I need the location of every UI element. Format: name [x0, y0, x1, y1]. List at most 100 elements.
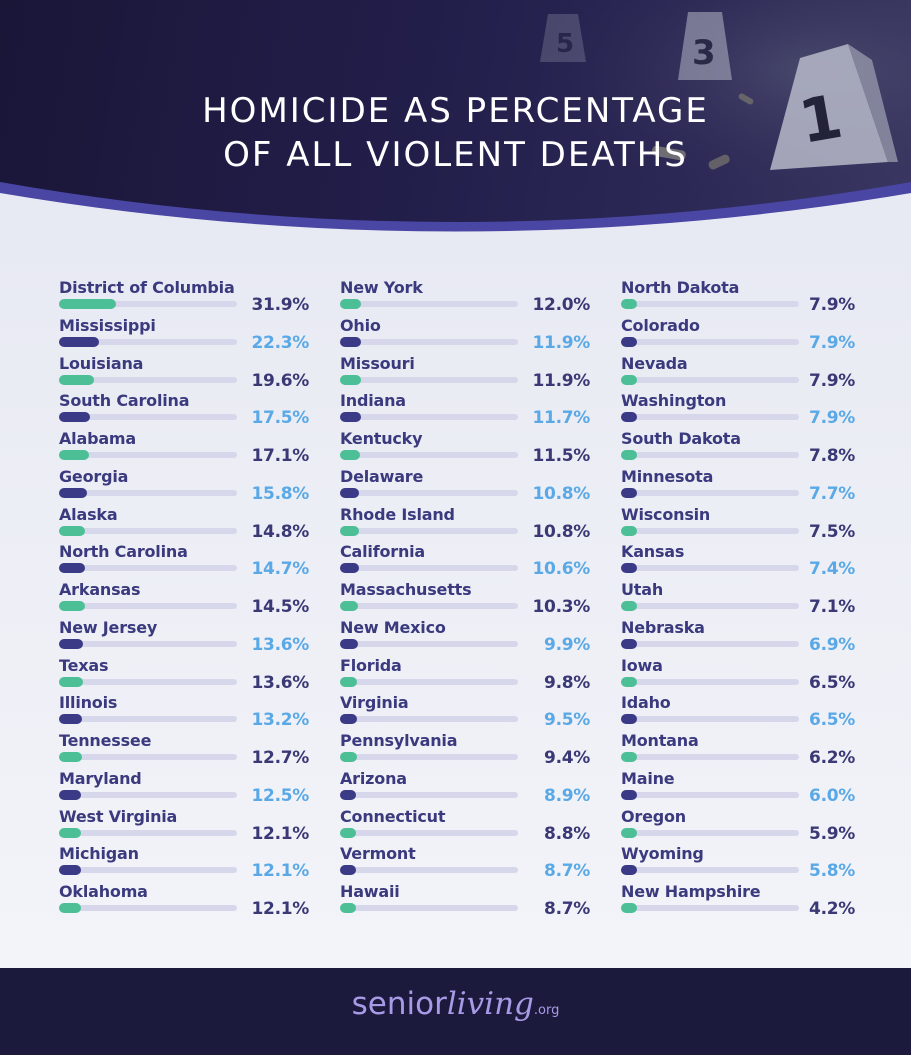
data-label: 9.9%: [544, 634, 590, 655]
bar-row: Rhode Island 10.8%: [340, 505, 590, 543]
bar-track: [621, 678, 799, 685]
bar-track: [621, 376, 799, 383]
bar: [340, 412, 361, 423]
data-label: 17.5%: [251, 408, 310, 429]
bar-track: [59, 414, 237, 421]
bar-row: Arizona 8.9%: [340, 769, 590, 807]
category-label: Vermont: [340, 844, 416, 864]
evidence-marker-3-icon: 3: [678, 12, 732, 80]
bar: [621, 789, 637, 800]
data-label: 8.9%: [544, 785, 590, 806]
bar-row: Wisconsin 7.5%: [621, 505, 855, 543]
category-label: South Dakota: [621, 429, 741, 448]
category-label: Minnesota: [621, 466, 714, 486]
data-label: 31.9%: [251, 295, 310, 315]
bar-row: Delaware 10.8%: [340, 467, 590, 505]
bar: [621, 487, 637, 498]
category-label: Washington: [621, 391, 727, 411]
data-label: 19.6%: [251, 370, 310, 391]
data-label: 11.9%: [532, 370, 591, 391]
bar-track: [340, 414, 518, 421]
bar-row: Washington 7.9%: [621, 391, 855, 429]
bar: [59, 638, 84, 649]
category-label: New Mexico: [340, 617, 446, 637]
bar-track: [59, 754, 237, 760]
category-label: North Carolina: [59, 542, 188, 562]
category-label: Pennsylvania: [340, 731, 458, 750]
bar: [621, 412, 637, 423]
bar-track: [59, 716, 237, 723]
bar-track: [340, 829, 518, 836]
bar-track: [59, 678, 237, 685]
bar-track: [59, 565, 237, 572]
category-label: Georgia: [59, 466, 129, 486]
category-label: Oklahoma: [59, 882, 148, 901]
bar-row: Alabama 17.1%: [59, 429, 309, 467]
category-label: Idaho: [621, 693, 671, 713]
bar: [621, 676, 637, 687]
data-label: 6.9%: [809, 634, 855, 655]
bar-track: [59, 829, 237, 836]
bar-track: [621, 905, 799, 911]
bar-row: Connecticut 8.8%: [340, 807, 590, 845]
bar-track: [59, 640, 237, 647]
bar-row: Georgia 15.8%: [59, 467, 309, 505]
bar-row: Nebraska 6.9%: [621, 618, 855, 656]
data-label: 8.7%: [544, 899, 590, 919]
data-label: 7.9%: [809, 332, 855, 353]
bar: [340, 563, 359, 574]
bar-row: South Carolina 17.5%: [59, 391, 309, 429]
bar: [340, 374, 362, 385]
bar-row: Tennessee 12.7%: [59, 731, 309, 769]
bar-track: [621, 565, 799, 572]
bar: [59, 676, 84, 687]
data-label: 7.9%: [809, 370, 855, 391]
bar-track: [340, 603, 518, 609]
bar-track: [59, 452, 237, 458]
data-label: 12.5%: [251, 785, 310, 806]
category-label: Michigan: [59, 844, 139, 864]
category-label: Alabama: [59, 429, 136, 448]
data-label: 12.1%: [251, 861, 310, 882]
category-label: Wisconsin: [621, 504, 711, 524]
bar-row: Colorado 7.9%: [621, 316, 855, 354]
bar-row: New Hampshire 4.2%: [621, 882, 855, 920]
bar-track: [59, 489, 237, 496]
bar-row: Wyoming 5.8%: [621, 844, 855, 882]
bar: [340, 525, 360, 536]
category-label: North Dakota: [621, 278, 740, 297]
bar-row: Louisiana 19.6%: [59, 354, 309, 392]
bar-track: [621, 640, 799, 647]
category-label: Montana: [621, 731, 699, 750]
bar-row: Idaho 6.5%: [621, 693, 855, 731]
bar: [340, 487, 360, 498]
bar: [621, 865, 637, 876]
data-label: 7.8%: [809, 446, 855, 466]
category-label: California: [340, 542, 426, 562]
category-label: Nevada: [621, 353, 688, 373]
bar: [59, 374, 94, 385]
bar: [340, 336, 362, 347]
category-label: Texas: [59, 655, 109, 675]
bar: [59, 752, 82, 762]
bar-row: Florida 9.8%: [340, 656, 590, 694]
brand-logo: seniorliving.org: [0, 986, 911, 1022]
category-label: Nebraska: [621, 617, 705, 637]
bar: [59, 714, 83, 725]
bar: [340, 638, 358, 649]
category-label: Ohio: [340, 315, 381, 335]
category-label: Illinois: [59, 693, 118, 713]
bar-track: [340, 867, 518, 874]
bar-row: District of Columbia 31.9%: [59, 278, 309, 316]
category-label: Wyoming: [621, 844, 704, 864]
category-label: Hawaii: [340, 882, 400, 901]
category-label: Virginia: [340, 693, 409, 713]
bar-track: [621, 452, 799, 458]
category-label: South Carolina: [59, 391, 190, 411]
brand-part-2: living: [446, 986, 534, 1022]
bar-row: North Carolina 14.7%: [59, 542, 309, 580]
title-line-1: HOMICIDE AS PERCENTAGE: [202, 90, 709, 131]
category-label: Iowa: [621, 655, 663, 675]
bar-row: New York 12.0%: [340, 278, 590, 316]
bar: [59, 903, 81, 913]
